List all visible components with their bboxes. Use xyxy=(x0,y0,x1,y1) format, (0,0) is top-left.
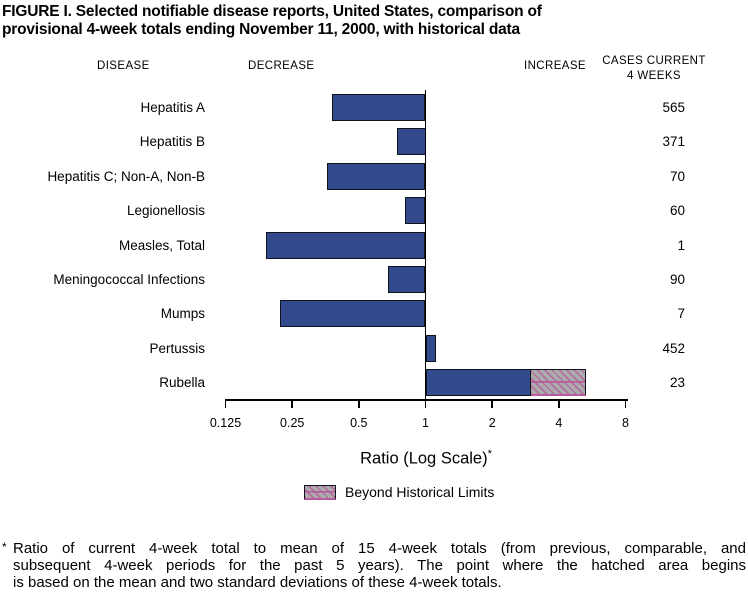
column-header-cases-line2: 4 WEEKS xyxy=(627,70,681,82)
bar-legionellosis xyxy=(405,197,426,225)
bar-hepatitis-c-non-a-non-b xyxy=(327,162,426,190)
case-value-pertussis: 452 xyxy=(662,340,685,356)
x-axis-title-text: Ratio (Log Scale) xyxy=(360,449,488,468)
bar-measles-total xyxy=(265,231,426,259)
x-axis-tick-0.125 xyxy=(224,400,227,408)
disease-label-hepatitis-b: Hepatitis B xyxy=(139,134,205,150)
disease-label-measles-total: Measles, Total xyxy=(118,237,205,253)
footnote-asterisk: * xyxy=(2,540,7,554)
figure-title-line1: FIGURE I. Selected notifiable disease re… xyxy=(2,3,542,20)
x-axis-tick-label-1: 1 xyxy=(422,416,429,430)
x-axis-tick-label-4: 4 xyxy=(555,416,563,430)
case-value-measles-total: 1 xyxy=(677,237,685,253)
disease-label-meningococcal-infections: Meningococcal Infections xyxy=(53,272,205,287)
disease-label-mumps: Mumps xyxy=(160,306,205,322)
footnote-line2: subsequent 4-week periods for the past 5… xyxy=(13,556,746,574)
x-axis-line xyxy=(225,399,628,401)
case-value-meningococcal-infections: 90 xyxy=(669,272,685,287)
x-axis-tick-2 xyxy=(491,400,493,408)
legend-label: Beyond Historical Limits xyxy=(345,484,495,500)
case-value-legionellosis: 60 xyxy=(669,203,685,219)
legend-hatched-swatch xyxy=(304,485,336,500)
bar-mumps xyxy=(279,300,426,328)
x-axis-tick-label-2: 2 xyxy=(488,416,496,430)
column-header-disease: DISEASE xyxy=(97,60,150,72)
x-axis-tick-0.25 xyxy=(291,400,293,408)
bar-rubella xyxy=(425,369,532,397)
figure-title: FIGURE I. Selected notifiable disease re… xyxy=(2,3,722,39)
x-axis-tick-label-0.125: 0.125 xyxy=(209,416,242,430)
bar-hepatitis-a xyxy=(332,94,426,121)
bar-hepatitis-b xyxy=(396,128,426,156)
case-value-mumps: 7 xyxy=(677,306,685,322)
disease-label-hepatitis-c-non-a-non-b: Hepatitis C; Non-A, Non-B xyxy=(47,168,205,184)
footnote: * Ratio of current 4-week total to mean … xyxy=(2,540,746,591)
disease-label-legionellosis: Legionellosis xyxy=(126,203,205,219)
x-axis-tick-label-8: 8 xyxy=(622,416,629,430)
x-axis-tick-1 xyxy=(424,400,427,408)
x-axis-tick-4 xyxy=(558,400,560,408)
column-header-decrease: DECREASE xyxy=(248,60,315,72)
bar-pertussis xyxy=(425,334,436,362)
case-value-hepatitis-a: 565 xyxy=(662,100,685,115)
x-axis-title-asterisk: * xyxy=(487,448,492,460)
disease-label-pertussis: Pertussis xyxy=(149,340,205,356)
x-axis-tick-label-0.25: 0.25 xyxy=(280,416,305,430)
column-header-cases-current: CASES CURRENT 4 WEEKS xyxy=(593,54,715,84)
case-value-hepatitis-b: 371 xyxy=(662,134,685,150)
case-value-hepatitis-c-non-a-non-b: 70 xyxy=(669,168,685,184)
column-header-increase: INCREASE xyxy=(524,60,586,72)
bar-beyond-limits-rubella xyxy=(531,369,586,397)
disease-label-hepatitis-a: Hepatitis A xyxy=(140,100,205,115)
x-axis-tick-0.5 xyxy=(358,400,360,408)
x-axis-tick-8 xyxy=(624,400,627,408)
footnote-line3: is based on the mean and two standard de… xyxy=(13,573,502,591)
case-value-rubella: 23 xyxy=(669,375,685,391)
ratio-1-baseline xyxy=(424,90,427,400)
disease-label-rubella: Rubella xyxy=(159,375,205,391)
figure-title-line2: provisional 4-week totals ending Novembe… xyxy=(2,21,520,38)
x-axis-tick-label-0.5: 0.5 xyxy=(350,416,368,430)
footnote-line1: Ratio of current 4-week total to mean of… xyxy=(13,540,746,557)
x-axis-title: Ratio (Log Scale)* xyxy=(316,448,536,469)
column-header-cases-line1: CASES CURRENT xyxy=(602,55,706,67)
bar-meningococcal-infections xyxy=(388,266,426,293)
